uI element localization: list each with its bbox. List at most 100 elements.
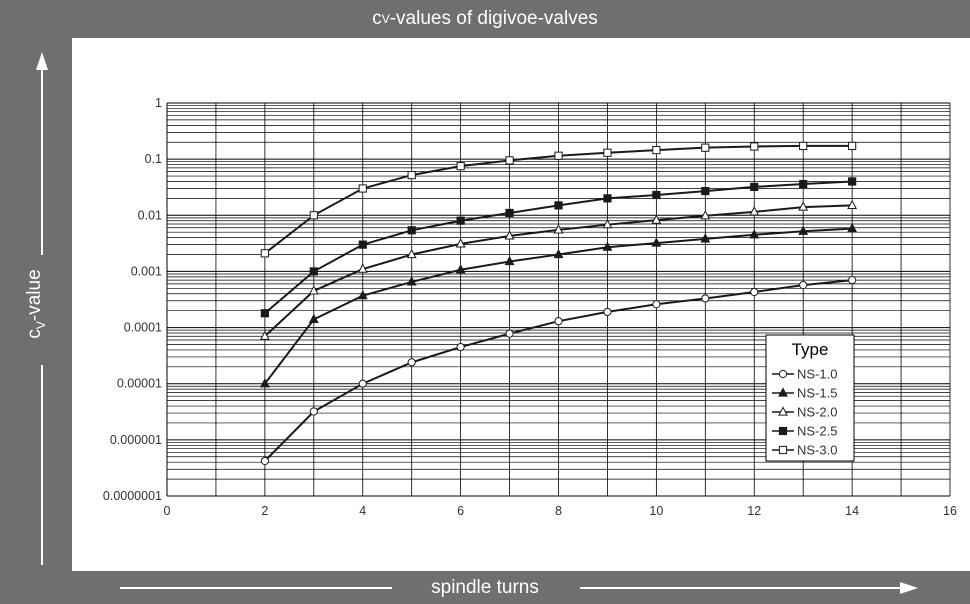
data-point-ns-2-0 (259, 330, 270, 340)
legend-box (765, 334, 855, 462)
x-tick-label: 4 (359, 504, 366, 518)
x-tick-label: 8 (555, 504, 562, 518)
data-point-ns-3-0 (799, 141, 808, 151)
x-axis-label-text: spindle turns (431, 576, 539, 598)
legend-label: NS-2.0 (797, 405, 837, 420)
data-point-ns-1-0 (260, 456, 269, 466)
x-axis-label: spindle turns (0, 571, 970, 604)
chart-title-subscript: V (381, 12, 390, 26)
series-ns-1-0 (260, 276, 857, 466)
data-point-ns-2-0 (504, 230, 515, 240)
data-point-ns-1-0 (652, 300, 661, 309)
data-point-ns-3-0 (260, 249, 269, 258)
x-tick-label: 2 (261, 504, 268, 518)
legend-label: NS-2.5 (797, 424, 837, 439)
data-point-ns-3-0 (701, 143, 710, 152)
data-point-ns-2-5 (848, 177, 857, 186)
y-tick-label: 0.001 (131, 264, 162, 278)
data-point-ns-1-5 (651, 237, 662, 247)
legend-title: Type (792, 340, 829, 359)
data-point-ns-2-0 (700, 210, 711, 220)
data-point-ns-1-0 (407, 358, 416, 367)
chart-title-suffix: -values of digivoe-valves (389, 8, 598, 29)
x-tick-label: 14 (845, 504, 859, 518)
chart-title: c V -values of digivoe-valves (0, 0, 970, 38)
y-arrow-head (36, 52, 48, 70)
data-point-ns-1-0 (358, 379, 367, 388)
data-point-ns-2-5 (309, 267, 318, 276)
legend-item-ns-1-5: NS-1.5 (772, 386, 837, 401)
data-point-ns-2-5 (456, 216, 465, 225)
data-point-ns-2-5 (260, 309, 269, 318)
data-point-ns-2-0 (798, 201, 809, 211)
data-point-ns-1-0 (750, 287, 759, 297)
data-point-ns-1-5 (553, 248, 564, 259)
data-point-ns-3-0 (848, 141, 857, 151)
data-point-ns-2-0 (749, 206, 760, 216)
x-tick-label: 12 (747, 504, 761, 518)
legend-label: NS-1.0 (797, 367, 837, 382)
data-point-ns-2-0 (455, 238, 466, 248)
legend: Type NS-1.0 NS-1.5 NS-2.0 NS-2.5 NS-3.0 (765, 334, 855, 462)
series-ns-1-5 (259, 222, 858, 388)
plot-panel (72, 38, 970, 571)
data-point-ns-1-5 (259, 378, 270, 388)
legend-marker (778, 369, 788, 379)
data-point-ns-2-5 (799, 179, 808, 189)
data-point-ns-2-0 (406, 248, 417, 259)
x-tick-label: 0 (164, 504, 171, 518)
data-point-ns-2-5 (407, 226, 416, 235)
data-point-ns-1-5 (406, 276, 417, 286)
data-point-ns-2-5 (554, 201, 563, 210)
data-point-ns-1-0 (799, 281, 808, 290)
data-point-ns-1-0 (505, 329, 514, 338)
legend-label: NS-3.0 (797, 443, 837, 458)
legend-item-ns-1-0: NS-1.0 (772, 367, 837, 382)
y-tick-label: 1 (155, 96, 162, 110)
data-point-ns-1-0 (603, 307, 612, 317)
data-point-ns-1-0 (848, 276, 857, 285)
data-point-ns-2-5 (358, 240, 367, 249)
series-ns-3-0 (260, 141, 857, 258)
data-point-ns-2-0 (847, 199, 858, 209)
data-point-ns-1-5 (798, 225, 809, 235)
data-point-ns-3-0 (652, 145, 661, 155)
data-point-ns-1-0 (554, 317, 563, 326)
data-point-ns-1-5 (308, 313, 319, 323)
data-point-ns-2-5 (505, 208, 514, 218)
legend-marker (778, 406, 788, 416)
data-point-ns-1-5 (749, 229, 760, 239)
legend-item-ns-2-0: NS-2.0 (772, 405, 837, 420)
data-point-ns-1-0 (456, 342, 465, 352)
legend-item-ns-3-0: NS-3.0 (772, 443, 837, 458)
y-tick-label: 0.00001 (117, 377, 162, 391)
y-tick-label: 0.01 (138, 208, 162, 222)
data-point-ns-2-0 (357, 263, 368, 273)
x-tick-label: 16 (943, 504, 957, 518)
data-point-ns-1-5 (847, 222, 858, 233)
data-point-ns-2-0 (651, 214, 662, 224)
series-ns-2-5 (260, 177, 857, 318)
data-point-ns-3-0 (407, 170, 416, 180)
data-point-ns-3-0 (309, 211, 318, 220)
data-point-ns-2-0 (602, 219, 613, 229)
y-tick-label: 0.0000001 (103, 489, 162, 503)
data-point-ns-1-5 (602, 241, 613, 251)
data-point-ns-1-0 (701, 294, 710, 303)
legend-label: NS-1.5 (797, 386, 837, 401)
legend-marker (778, 387, 788, 397)
data-point-ns-2-5 (701, 186, 710, 196)
data-point-ns-1-0 (309, 407, 318, 416)
data-point-ns-1-5 (455, 264, 466, 274)
x-tick-label: 6 (457, 504, 464, 518)
x-arrow-head (900, 582, 918, 594)
data-point-ns-3-0 (750, 142, 759, 151)
data-point-ns-2-5 (750, 182, 759, 192)
data-point-ns-3-0 (358, 184, 367, 193)
axis-arrows (36, 52, 918, 594)
data-point-ns-2-5 (652, 190, 661, 200)
data-point-ns-2-5 (603, 194, 612, 203)
data-point-ns-1-5 (357, 290, 368, 300)
y-tick-label: 0.1 (145, 152, 162, 166)
legend-marker (778, 445, 788, 455)
